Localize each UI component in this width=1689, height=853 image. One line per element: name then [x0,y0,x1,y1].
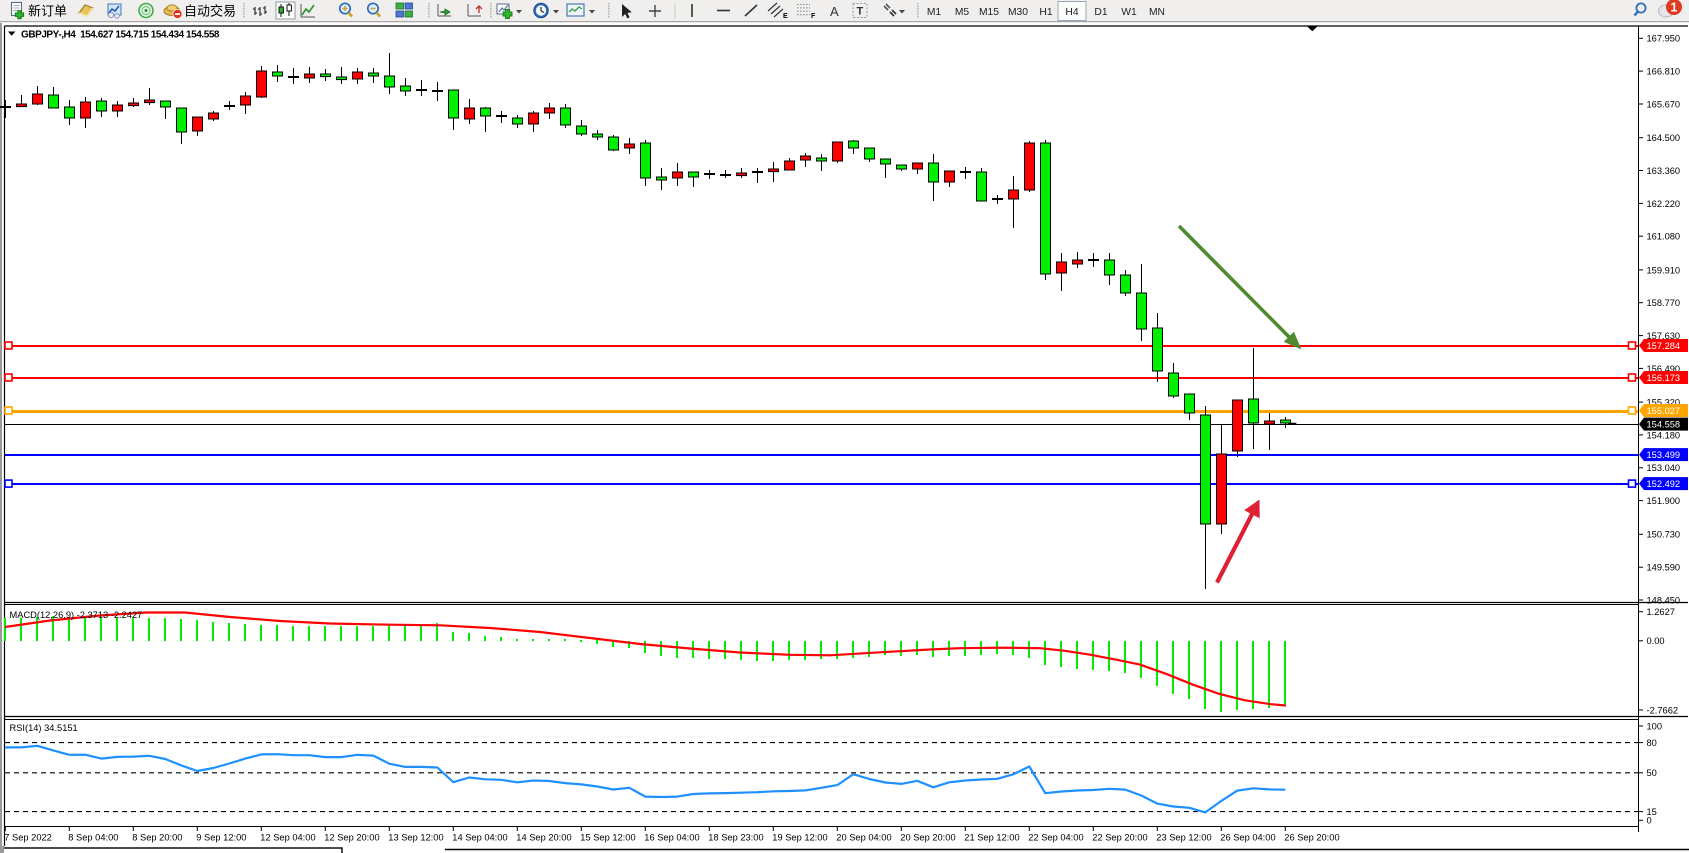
svg-text:20 Sep 20:00: 20 Sep 20:00 [900,833,955,843]
svg-text:23 Sep 12:00: 23 Sep 12:00 [1156,833,1211,843]
svg-text:154.180: 154.180 [1647,430,1681,440]
svg-text:22 Sep 20:00: 22 Sep 20:00 [1092,833,1147,843]
svg-text:H4: H4 [1065,7,1078,18]
svg-text:157.630: 157.630 [1647,331,1681,341]
svg-text:RSI(14) 34.5151: RSI(14) 34.5151 [10,723,78,733]
svg-text:26 Sep 04:00: 26 Sep 04:00 [1220,833,1275,843]
svg-text:A: A [830,4,839,19]
svg-text:7 Sep 2022: 7 Sep 2022 [4,833,52,843]
svg-text:50: 50 [1647,768,1657,778]
svg-text:14 Sep 04:00: 14 Sep 04:00 [452,833,507,843]
svg-text:8 Sep 20:00: 8 Sep 20:00 [132,833,182,843]
svg-text:155.027: 155.027 [1647,406,1681,416]
svg-text:155.320: 155.320 [1647,398,1681,408]
svg-text:T: T [857,6,864,18]
svg-text:166.810: 166.810 [1647,67,1681,77]
svg-text:1.2627: 1.2627 [1647,607,1675,617]
svg-text:165.670: 165.670 [1647,99,1681,109]
svg-text:15: 15 [1647,807,1657,817]
svg-text:W1: W1 [1121,7,1137,18]
svg-text:162.220: 162.220 [1647,199,1681,209]
svg-text:0.00: 0.00 [1647,636,1665,646]
svg-text:E: E [783,13,788,20]
svg-text:154.558: 154.558 [1647,420,1681,430]
svg-text:156.173: 156.173 [1647,373,1681,383]
svg-text:156.490: 156.490 [1647,364,1681,374]
svg-text:100: 100 [1647,721,1663,731]
svg-text:21 Sep 12:00: 21 Sep 12:00 [964,833,1019,843]
svg-text:151.900: 151.900 [1647,496,1681,506]
svg-text:13 Sep 12:00: 13 Sep 12:00 [388,833,443,843]
svg-text:M5: M5 [955,7,970,18]
svg-text:20 Sep 04:00: 20 Sep 04:00 [836,833,891,843]
svg-text:159.910: 159.910 [1647,265,1681,275]
svg-text:GBPJPY-,H4 154.627 154.715 15: GBPJPY-,H4 154.627 154.715 154.434 154.5… [21,30,220,41]
svg-text:D1: D1 [1094,7,1107,18]
svg-text:自动交易: 自动交易 [184,4,236,19]
svg-text:0: 0 [1647,816,1652,826]
svg-text:150.730: 150.730 [1647,530,1681,540]
svg-text:新订单: 新订单 [28,4,67,19]
svg-text:M15: M15 [979,7,999,18]
svg-text:12 Sep 20:00: 12 Sep 20:00 [324,833,379,843]
svg-text:161.080: 161.080 [1647,232,1681,242]
svg-text:149.590: 149.590 [1647,563,1681,573]
svg-text:15 Sep 12:00: 15 Sep 12:00 [580,833,635,843]
svg-text:14 Sep 20:00: 14 Sep 20:00 [516,833,571,843]
svg-text:153.499: 153.499 [1647,450,1681,460]
svg-text:MACD(12,26,9) -2.3713 -2.2427: MACD(12,26,9) -2.3713 -2.2427 [10,610,143,620]
svg-text:9 Sep 12:00: 9 Sep 12:00 [196,833,246,843]
svg-text:MN: MN [1149,7,1165,18]
svg-text:12 Sep 04:00: 12 Sep 04:00 [260,833,315,843]
svg-text:8 Sep 04:00: 8 Sep 04:00 [68,833,118,843]
svg-text:M1: M1 [927,7,942,18]
svg-text:26 Sep 20:00: 26 Sep 20:00 [1284,833,1339,843]
svg-text:152.492: 152.492 [1647,479,1681,489]
svg-text:22 Sep 04:00: 22 Sep 04:00 [1028,833,1083,843]
svg-text:158.770: 158.770 [1647,298,1681,308]
svg-text:153.040: 153.040 [1647,463,1681,473]
svg-text:157.284: 157.284 [1647,341,1681,351]
svg-text:-2.7662: -2.7662 [1647,705,1679,715]
svg-text:H1: H1 [1039,7,1052,18]
svg-text:18 Sep 23:00: 18 Sep 23:00 [708,833,763,843]
svg-text:F: F [811,13,816,20]
svg-text:16 Sep 04:00: 16 Sep 04:00 [644,833,699,843]
svg-text:164.500: 164.500 [1647,133,1681,143]
svg-text:148.450: 148.450 [1647,595,1681,605]
svg-text:19 Sep 12:00: 19 Sep 12:00 [772,833,827,843]
svg-text:M30: M30 [1008,7,1028,18]
svg-text:1: 1 [1671,1,1678,15]
svg-text:163.360: 163.360 [1647,166,1681,176]
svg-text:80: 80 [1647,738,1657,748]
svg-text:167.950: 167.950 [1647,34,1681,44]
